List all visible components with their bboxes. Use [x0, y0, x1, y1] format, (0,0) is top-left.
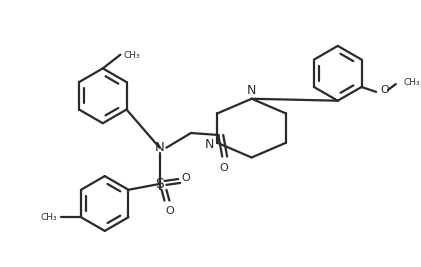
Text: CH₃: CH₃ — [404, 78, 420, 87]
Text: CH₃: CH₃ — [41, 213, 58, 222]
Text: CH₃: CH₃ — [123, 51, 140, 60]
Text: O: O — [165, 206, 174, 216]
Text: O: O — [220, 163, 229, 173]
Text: N: N — [247, 84, 256, 97]
Text: O: O — [381, 85, 389, 95]
Text: S: S — [155, 177, 164, 191]
Text: O: O — [181, 173, 190, 183]
Text: N: N — [155, 141, 165, 154]
Text: N: N — [205, 138, 214, 151]
